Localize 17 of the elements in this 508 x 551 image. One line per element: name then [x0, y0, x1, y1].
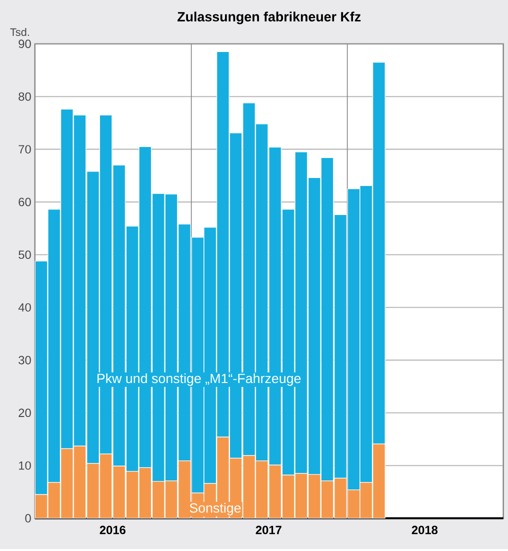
x-tick-label: 2016	[100, 526, 126, 534]
x-tick-label: 2017	[256, 526, 282, 534]
y-tick-label: 20	[18, 408, 31, 418]
y-tick-label: 90	[18, 40, 31, 48]
chart-title: Zulassungen fabrikneuer Kfz	[177, 12, 360, 24]
y-tick-label: 30	[18, 356, 31, 364]
y-tick-label: 80	[18, 92, 31, 101]
y-tick-label: 50	[18, 250, 31, 259]
series-label: Pkw und sonstige „M1“-Fahrzeuge	[97, 373, 301, 386]
y-tick-label: 70	[18, 145, 31, 154]
y-tick-label: 40	[18, 303, 31, 312]
y-tick-label: 60	[18, 198, 31, 206]
x-tick-label: 2018	[412, 526, 438, 534]
y-axis-title: Tsd.	[10, 28, 29, 36]
y-tick-label: 10	[18, 461, 31, 470]
series-label: Sonstige	[190, 502, 241, 516]
y-tick-label: 0	[25, 514, 31, 522]
